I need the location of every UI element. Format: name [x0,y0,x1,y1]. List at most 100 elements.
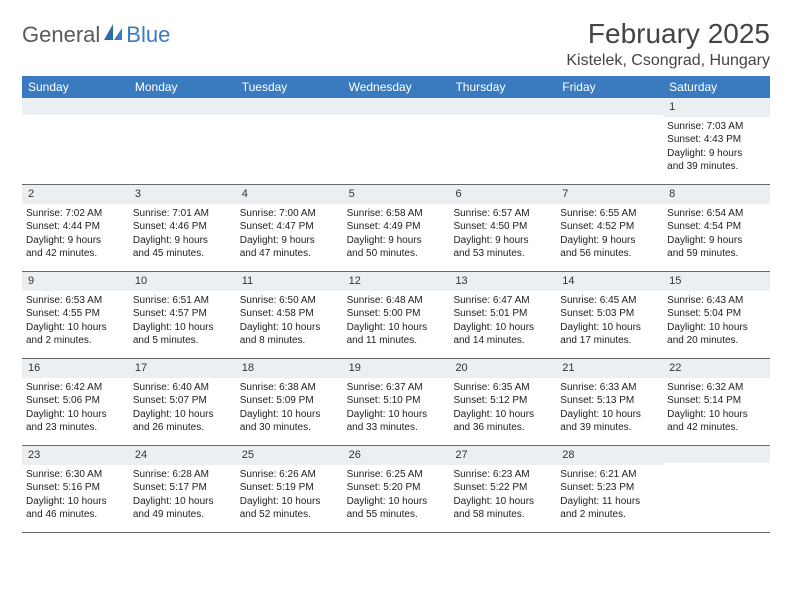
day-number [236,98,343,115]
sunrise-label: Sunrise: 6:33 AM [560,381,659,395]
week-row: 1Sunrise: 7:03 AMSunset: 4:43 PMDaylight… [22,98,770,185]
sunset-label: Sunset: 4:52 PM [560,220,659,234]
day2-label: and 2 minutes. [26,334,125,348]
calendar-grid: 1Sunrise: 7:03 AMSunset: 4:43 PMDaylight… [22,98,770,533]
day-cell: 16Sunrise: 6:42 AMSunset: 5:06 PMDayligh… [22,359,129,445]
day2-label: and 58 minutes. [453,508,552,522]
sunset-label: Sunset: 5:10 PM [347,394,446,408]
day2-label: and 8 minutes. [240,334,339,348]
day2-label: and 20 minutes. [667,334,766,348]
day2-label: and 30 minutes. [240,421,339,435]
weekday-thu: Thursday [449,80,556,94]
week-row: 9Sunrise: 6:53 AMSunset: 4:55 PMDaylight… [22,272,770,359]
sunset-label: Sunset: 5:20 PM [347,481,446,495]
day1-label: Daylight: 10 hours [667,408,766,422]
day-number: 18 [236,359,343,378]
sunrise-label: Sunrise: 6:32 AM [667,381,766,395]
day1-label: Daylight: 10 hours [347,495,446,509]
day-cell [449,98,556,184]
day-number: 15 [663,272,770,291]
day-number [22,98,129,115]
day-cell: 23Sunrise: 6:30 AMSunset: 5:16 PMDayligh… [22,446,129,532]
day-number: 25 [236,446,343,465]
sunset-label: Sunset: 5:03 PM [560,307,659,321]
day2-label: and 50 minutes. [347,247,446,261]
day-number: 1 [663,98,770,117]
day1-label: Daylight: 9 hours [667,234,766,248]
sunrise-label: Sunrise: 6:38 AM [240,381,339,395]
day-cell: 1Sunrise: 7:03 AMSunset: 4:43 PMDaylight… [663,98,770,184]
day2-label: and 33 minutes. [347,421,446,435]
day-cell: 27Sunrise: 6:23 AMSunset: 5:22 PMDayligh… [449,446,556,532]
day2-label: and 23 minutes. [26,421,125,435]
day-number [449,98,556,115]
sunrise-label: Sunrise: 6:48 AM [347,294,446,308]
sunrise-label: Sunrise: 6:55 AM [560,207,659,221]
header: General Blue February 2025 Kistelek, Cso… [22,18,770,70]
weekday-fri: Friday [556,80,663,94]
day2-label: and 49 minutes. [133,508,232,522]
day-cell [22,98,129,184]
day-cell: 17Sunrise: 6:40 AMSunset: 5:07 PMDayligh… [129,359,236,445]
day-number [556,98,663,115]
day1-label: Daylight: 10 hours [667,321,766,335]
day2-label: and 53 minutes. [453,247,552,261]
day-cell: 20Sunrise: 6:35 AMSunset: 5:12 PMDayligh… [449,359,556,445]
weekday-mon: Monday [129,80,236,94]
day2-label: and 17 minutes. [560,334,659,348]
calendar-page: General Blue February 2025 Kistelek, Cso… [0,0,792,543]
day1-label: Daylight: 10 hours [133,321,232,335]
day-cell: 15Sunrise: 6:43 AMSunset: 5:04 PMDayligh… [663,272,770,358]
sunset-label: Sunset: 4:43 PM [667,133,766,147]
day2-label: and 39 minutes. [560,421,659,435]
sunrise-label: Sunrise: 6:37 AM [347,381,446,395]
brand-logo: General Blue [22,18,170,48]
day1-label: Daylight: 9 hours [240,234,339,248]
day-cell: 6Sunrise: 6:57 AMSunset: 4:50 PMDaylight… [449,185,556,271]
day-cell: 3Sunrise: 7:01 AMSunset: 4:46 PMDaylight… [129,185,236,271]
day1-label: Daylight: 10 hours [240,495,339,509]
day2-label: and 36 minutes. [453,421,552,435]
day1-label: Daylight: 10 hours [453,321,552,335]
sunset-label: Sunset: 4:46 PM [133,220,232,234]
day-cell: 11Sunrise: 6:50 AMSunset: 4:58 PMDayligh… [236,272,343,358]
sunset-label: Sunset: 5:00 PM [347,307,446,321]
month-title: February 2025 [566,18,770,50]
week-row: 2Sunrise: 7:02 AMSunset: 4:44 PMDaylight… [22,185,770,272]
day1-label: Daylight: 10 hours [133,495,232,509]
sunrise-label: Sunrise: 6:45 AM [560,294,659,308]
day-cell: 19Sunrise: 6:37 AMSunset: 5:10 PMDayligh… [343,359,450,445]
sunrise-label: Sunrise: 6:30 AM [26,468,125,482]
sunrise-label: Sunrise: 6:58 AM [347,207,446,221]
day1-label: Daylight: 10 hours [453,495,552,509]
day1-label: Daylight: 10 hours [26,408,125,422]
brand-word-2: Blue [126,22,170,48]
day-number: 16 [22,359,129,378]
day-number: 5 [343,185,450,204]
weekday-sun: Sunday [22,80,129,94]
day-number: 24 [129,446,236,465]
brand-word-1: General [22,22,100,48]
day1-label: Daylight: 10 hours [133,408,232,422]
week-row: 23Sunrise: 6:30 AMSunset: 5:16 PMDayligh… [22,446,770,533]
sunset-label: Sunset: 4:58 PM [240,307,339,321]
day-number: 17 [129,359,236,378]
sunrise-label: Sunrise: 6:47 AM [453,294,552,308]
sunrise-label: Sunrise: 6:35 AM [453,381,552,395]
location-label: Kistelek, Csongrad, Hungary [566,52,770,70]
day2-label: and 2 minutes. [560,508,659,522]
day-cell: 8Sunrise: 6:54 AMSunset: 4:54 PMDaylight… [663,185,770,271]
sunset-label: Sunset: 5:22 PM [453,481,552,495]
day-number: 10 [129,272,236,291]
day2-label: and 46 minutes. [26,508,125,522]
day-cell: 18Sunrise: 6:38 AMSunset: 5:09 PMDayligh… [236,359,343,445]
sunset-label: Sunset: 5:13 PM [560,394,659,408]
day-cell [663,446,770,532]
sunrise-label: Sunrise: 6:54 AM [667,207,766,221]
sunset-label: Sunset: 5:09 PM [240,394,339,408]
day2-label: and 59 minutes. [667,247,766,261]
sunset-label: Sunset: 5:04 PM [667,307,766,321]
day1-label: Daylight: 9 hours [133,234,232,248]
sail-icon [102,22,124,48]
sunrise-label: Sunrise: 6:25 AM [347,468,446,482]
